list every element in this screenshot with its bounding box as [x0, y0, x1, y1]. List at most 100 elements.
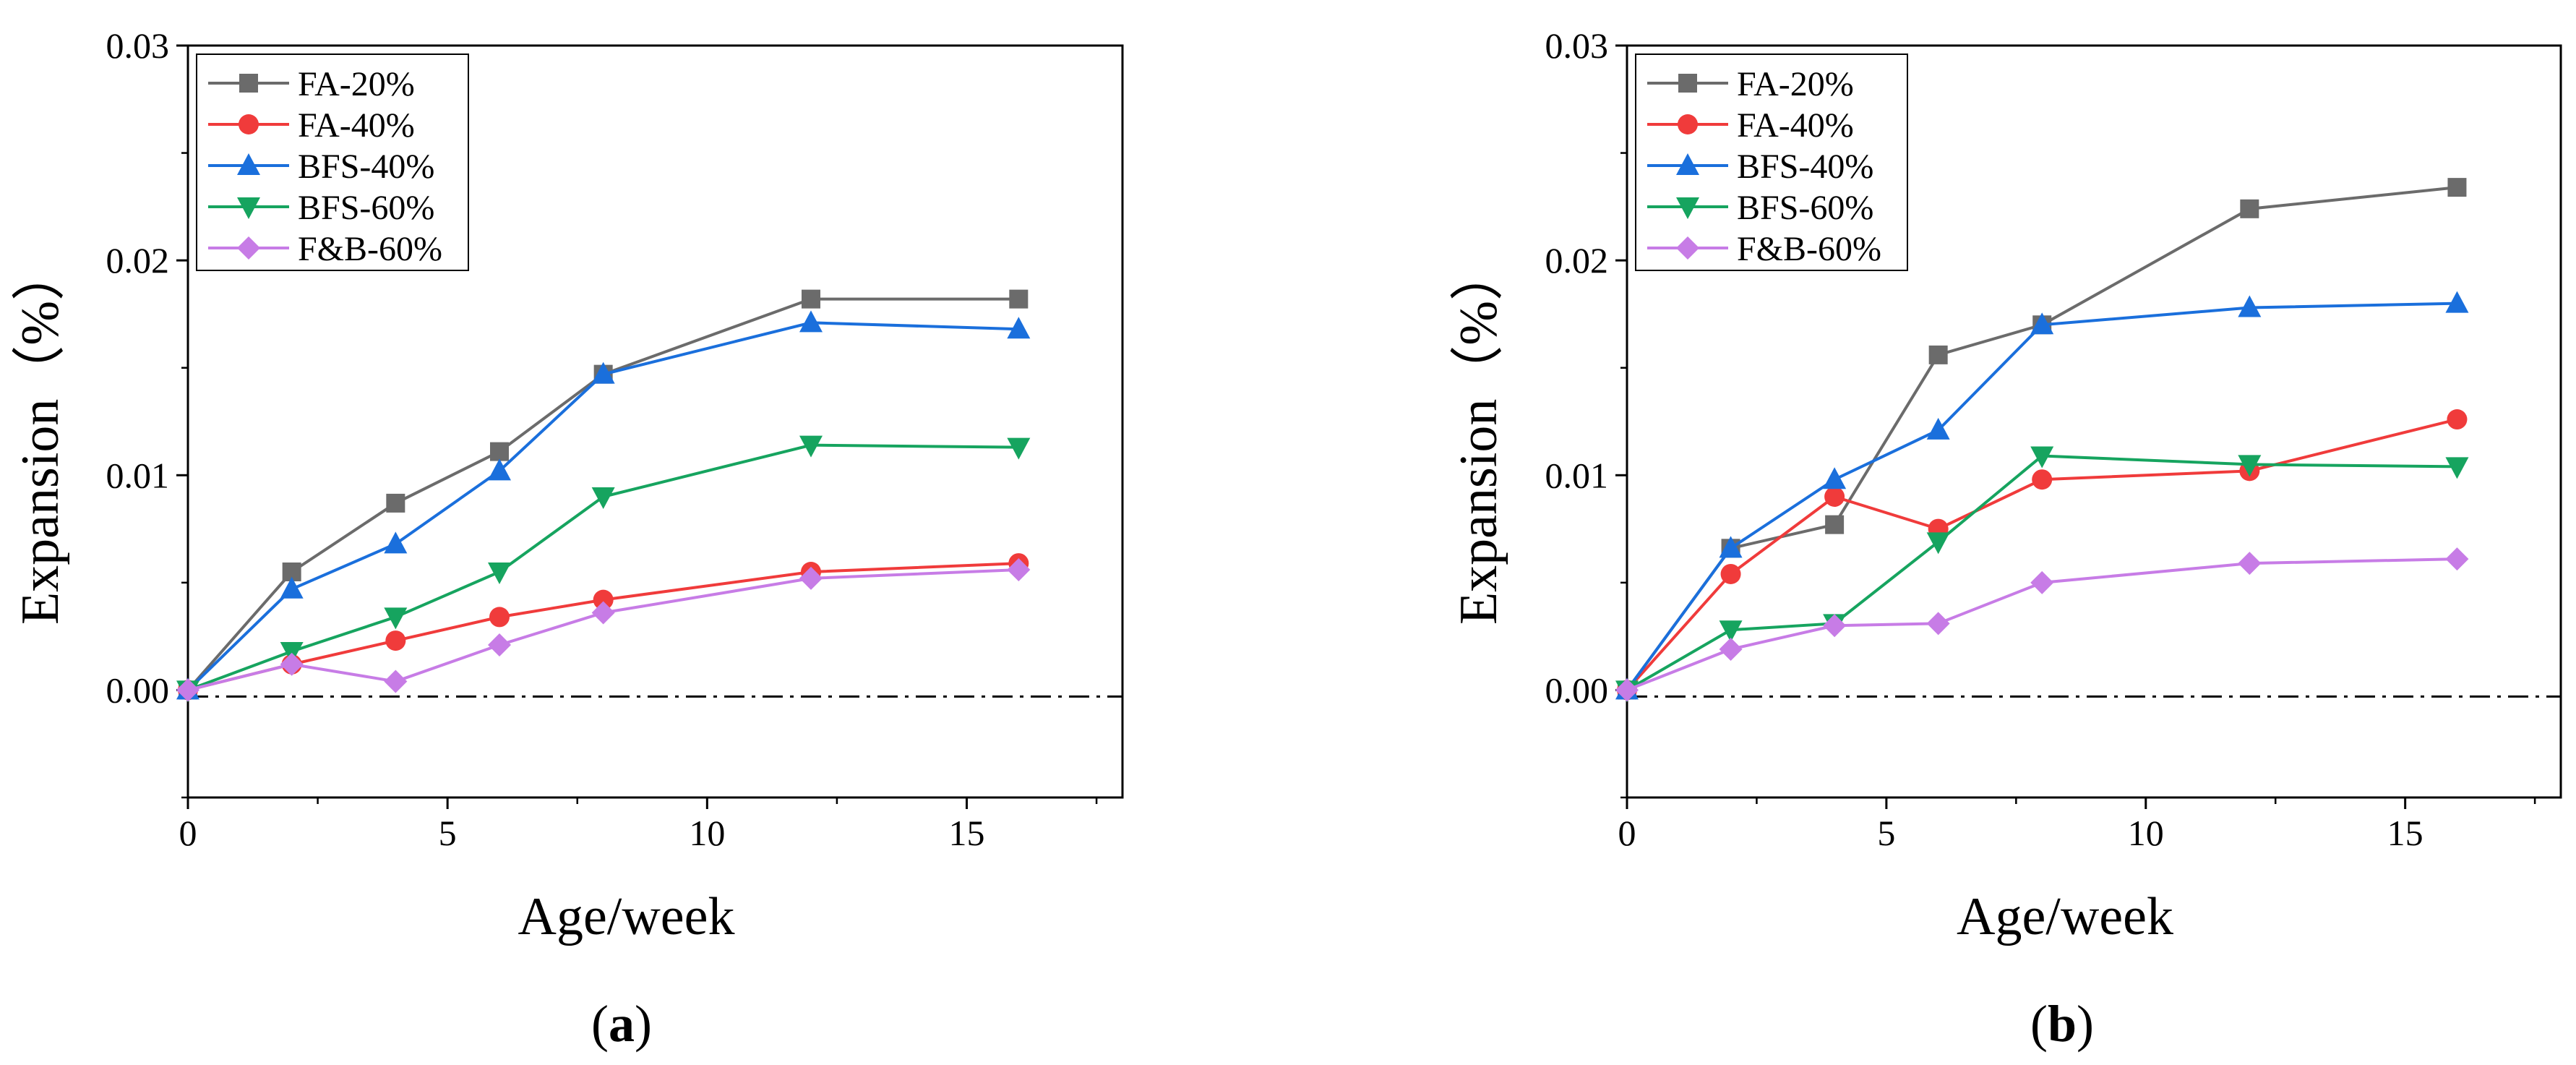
legend-marker	[237, 153, 260, 175]
panel-label: (b)	[2030, 995, 2094, 1053]
y-tick-label: 0.00	[106, 670, 170, 710]
data-point	[2447, 409, 2468, 430]
panel-label-close-paren: )	[2077, 995, 2094, 1053]
data-point	[490, 442, 509, 461]
x-tick-label: 0	[1618, 813, 1636, 853]
data-point	[280, 576, 304, 599]
data-point	[1719, 637, 1743, 661]
legend-marker	[1676, 153, 1699, 175]
y-tick-label: 0.01	[106, 455, 170, 495]
y-tick-label: 0.02	[106, 240, 170, 281]
x-tick-label: 5	[1877, 813, 1895, 853]
data-point	[1825, 515, 1845, 534]
legend-label: FA-40%	[298, 106, 415, 145]
legend: FA-20%FA-40%BFS-40%BFS-60%F&B-60%	[1635, 54, 1908, 271]
data-point	[280, 652, 304, 676]
legend-label: BFS-60%	[1737, 189, 1873, 227]
x-tick-label: 15	[949, 813, 985, 853]
x-tick-label: 5	[439, 813, 457, 853]
x-tick-label: 10	[2128, 813, 2164, 853]
panel-label-close-paren: )	[635, 995, 652, 1053]
data-point	[1007, 437, 1031, 460]
y-axis-title: Expansion（%）	[11, 247, 70, 625]
legend-marker	[1676, 236, 1699, 260]
data-point	[2445, 457, 2469, 479]
legend-marker	[239, 114, 259, 134]
data-point	[1009, 289, 1029, 309]
data-point	[1823, 614, 1847, 638]
data-point	[1615, 678, 1639, 702]
data-point	[591, 601, 615, 625]
legend-label: FA-20%	[298, 65, 415, 103]
data-point	[799, 566, 823, 590]
data-point	[2445, 547, 2469, 571]
chart-panel-b: 0 5 10 15 0.00 0.01 0.02 0.03 Age/week Expansion（…	[1449, 25, 2562, 1053]
panel-label-letter: a	[609, 995, 635, 1053]
data-point	[591, 362, 615, 384]
data-point	[799, 435, 823, 458]
data-point	[176, 678, 199, 702]
data-point	[593, 589, 614, 610]
data-point	[1926, 612, 1950, 636]
data-point	[1720, 563, 1741, 584]
legend-marker	[239, 74, 258, 93]
legend-marker	[1676, 197, 1699, 219]
data-point	[2032, 469, 2053, 490]
x-axis-title: Age/week	[518, 887, 735, 946]
y-axis-title: Expansion（%）	[1449, 247, 1508, 625]
series-F&B-60%	[1615, 547, 2469, 702]
data-point	[488, 633, 511, 657]
series-BFS-40%	[1615, 291, 2469, 700]
data-point	[2030, 446, 2054, 469]
data-point	[2030, 570, 2054, 594]
chart-panel-a: 0 5 10 15 0.00 0.01 0.02 0.03 Age/week Expansion（…	[11, 25, 1124, 1053]
legend-label: F&B-60%	[298, 230, 442, 268]
y-tick-label: 0.00	[1545, 670, 1609, 710]
data-point	[2447, 178, 2467, 197]
legend-marker	[1678, 74, 1697, 93]
data-point	[2238, 455, 2262, 477]
series-F&B-60%	[176, 558, 1031, 702]
series-line	[1626, 301, 2457, 691]
series-line	[187, 562, 1019, 692]
data-point	[2445, 291, 2469, 313]
series-line	[187, 568, 1019, 692]
panel-label: (a)	[591, 995, 652, 1053]
legend-label: BFS-40%	[1737, 147, 1873, 186]
legend-label: FA-40%	[1737, 106, 1854, 145]
data-point	[1823, 467, 1847, 489]
data-point	[591, 487, 615, 509]
data-point	[489, 607, 510, 628]
data-point	[1926, 417, 1950, 440]
data-point	[1719, 620, 1743, 643]
data-point	[1928, 345, 1948, 364]
panel-label-open-paren: (	[2030, 995, 2048, 1053]
x-axis-title: Age/week	[1957, 887, 2173, 946]
x-tick-label: 10	[689, 813, 725, 853]
legend-label: FA-20%	[1737, 65, 1854, 103]
data-point	[2240, 199, 2259, 218]
legend-marker	[237, 236, 260, 260]
data-point	[386, 493, 405, 513]
data-point	[1007, 558, 1031, 582]
x-tick-label: 15	[2387, 813, 2423, 853]
data-point	[799, 310, 823, 333]
y-tick-label: 0.01	[1545, 455, 1609, 495]
data-point	[1007, 317, 1031, 339]
y-tick-label: 0.03	[1545, 25, 1609, 66]
legend-label: F&B-60%	[1737, 230, 1881, 268]
data-point	[1719, 536, 1743, 558]
data-point	[1824, 487, 1845, 507]
data-point	[384, 607, 408, 630]
plot-frame	[186, 44, 1124, 799]
plot-frame	[1626, 44, 2562, 799]
legend-marker	[1678, 114, 1698, 134]
data-point	[2238, 552, 2262, 576]
panel-label-open-paren: (	[591, 995, 609, 1053]
legend-label: BFS-60%	[298, 189, 434, 227]
data-point	[384, 670, 408, 693]
data-point	[1926, 532, 1950, 555]
y-tick-label: 0.03	[106, 25, 170, 66]
panel-label-letter: b	[2048, 995, 2077, 1053]
